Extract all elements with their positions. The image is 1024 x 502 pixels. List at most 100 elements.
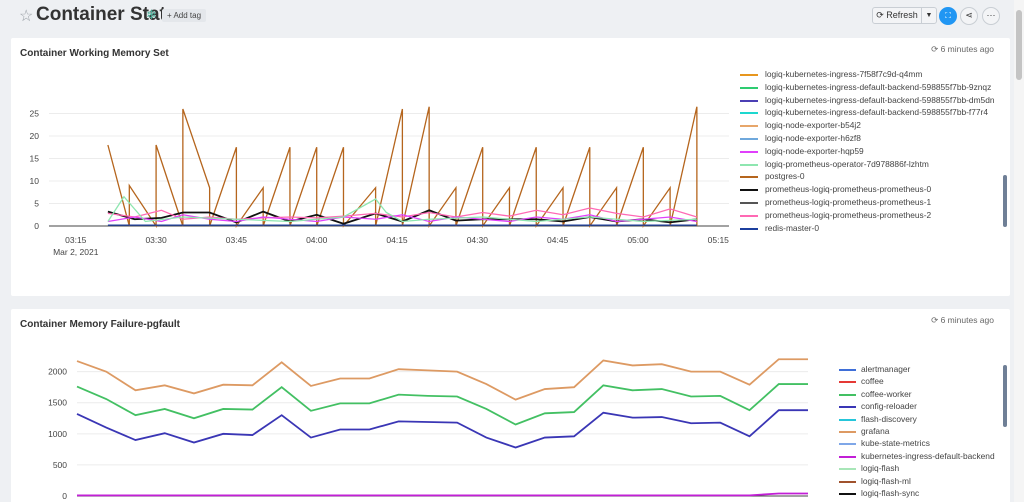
legend-swatch xyxy=(740,150,758,153)
legend-swatch xyxy=(740,86,758,89)
y-tick-label: 20 xyxy=(30,131,40,141)
legend-swatch xyxy=(740,74,758,76)
more-button[interactable]: ··· xyxy=(982,7,1000,25)
page-title: Container Stats xyxy=(36,4,177,25)
legend-swatch xyxy=(839,492,856,495)
legend-item[interactable]: logiq-flash-sync xyxy=(839,487,1005,499)
x-tick-label: 04:15 xyxy=(386,235,408,245)
legend-label: prometheus-logiq-prometheus-prometheus-0 xyxy=(765,184,932,195)
legend-label: prometheus-logiq-prometheus-prometheus-2 xyxy=(765,209,932,220)
widget-pgfault: Container Memory Failure-pgfault ⟳ 6 min… xyxy=(11,309,1010,502)
ellipsis-icon: ··· xyxy=(986,10,996,20)
updated-time: 6 minutes ago xyxy=(940,315,994,325)
series-line xyxy=(76,383,808,426)
page-scrollbar-thumb[interactable] xyxy=(1016,10,1022,80)
panel-updated[interactable]: ⟳ 6 minutes ago xyxy=(931,44,994,54)
fullscreen-button[interactable]: ⛶ xyxy=(939,7,957,25)
y-tick-label: 1000 xyxy=(48,429,67,439)
legend-swatch xyxy=(839,369,856,371)
y-tick-label: 10 xyxy=(30,176,40,186)
legend-label: logiq-kubernetes-ingress-default-backend… xyxy=(765,94,995,105)
legend-label: logiq-kubernetes-ingress-default-backend… xyxy=(765,81,992,92)
dashboard-header: ☆ Container Stats ❄ + Add tag ⟳ Refresh … xyxy=(0,0,1024,34)
legend-item[interactable]: logiq-node-exporter-b54j2 xyxy=(740,119,1005,132)
x-tick-label: 03:30 xyxy=(145,235,167,245)
legend-item[interactable]: logiq-node-exporter-h6zf8 xyxy=(740,132,1005,145)
legend-label: logiq-kubernetes-ingress-7f58f7c9d-q4mm xyxy=(765,69,923,79)
star-icon[interactable]: ☆ xyxy=(19,8,34,25)
x-tick-label: 04:00 xyxy=(306,235,328,245)
refresh-label: Refresh xyxy=(886,10,918,20)
legend-item[interactable]: config-reloader xyxy=(839,400,1005,412)
legend-item[interactable]: logiq-prometheus-operator-7d978886f-lzht… xyxy=(740,158,1005,171)
legend-label: alertmanager xyxy=(861,364,911,374)
x-tick-label: 04:30 xyxy=(467,235,489,245)
series-line xyxy=(76,409,808,449)
refresh-button[interactable]: ⟳ Refresh xyxy=(872,7,922,24)
series-line xyxy=(76,358,808,401)
legend-item[interactable]: logiq-kubernetes-ingress-default-backend… xyxy=(740,106,1005,119)
legend-item[interactable]: prometheus-logiq-prometheus-prometheus-1 xyxy=(740,196,1005,209)
series-line xyxy=(107,106,698,229)
legend-item[interactable]: logiq-kubernetes-ingress-7f58f7c9d-q4mm xyxy=(740,68,1005,81)
legend-label: postgres-0 xyxy=(765,171,805,182)
legend-item[interactable]: coffee xyxy=(839,375,1005,387)
legend-swatch xyxy=(839,381,856,384)
y-tick-label: 5 xyxy=(34,199,39,209)
legend-label: logiq-node-exporter-hqp59 xyxy=(765,145,864,156)
legend-label: logiq-node-exporter-h6zf8 xyxy=(765,132,861,143)
x-tick-label: 05:00 xyxy=(627,235,649,245)
legend-item[interactable]: redis-master-0 xyxy=(740,222,1005,235)
legend-item[interactable]: logiq-flash xyxy=(839,462,1005,474)
legend-item[interactable]: prometheus-logiq-prometheus-prometheus-0 xyxy=(740,183,1005,196)
legend-label: coffee xyxy=(861,376,884,387)
legend-label: config-reloader xyxy=(861,401,917,412)
legend-swatch xyxy=(740,137,758,140)
legend-label: logiq-node-exporter-b54j2 xyxy=(765,120,861,131)
legend-swatch xyxy=(839,393,856,396)
pgfault-legend: alertmanager coffee coffee-worker config-re… xyxy=(839,363,1005,502)
legend-item[interactable]: coffee-worker xyxy=(839,388,1005,400)
legend-swatch xyxy=(740,125,758,128)
legend-item[interactable]: alertmanager xyxy=(839,363,1005,375)
legend-item[interactable]: kubernetes-ingress-default-backend xyxy=(839,450,1005,462)
pgfault-chart[interactable]: 0 500 1000 1500 2000 xyxy=(11,309,839,502)
legend-item[interactable]: kube-state-metrics xyxy=(839,437,1005,449)
series-line xyxy=(77,492,808,497)
share-button[interactable]: ⋖ xyxy=(960,7,978,25)
panel-updated[interactable]: ⟳ 6 minutes ago xyxy=(931,315,994,325)
legend-scrollbar[interactable] xyxy=(1003,175,1007,227)
x-tick-label: 03:45 xyxy=(226,235,248,245)
y-tick-label: 2000 xyxy=(48,367,67,377)
legend-item[interactable]: logiq-node-exporter-hqp59 xyxy=(740,145,1005,158)
add-tag-button[interactable]: + Add tag xyxy=(162,9,207,22)
legend-item[interactable]: logiq-flash-ml xyxy=(839,475,1005,487)
legend-label: flash-discovery xyxy=(861,413,917,424)
x-tick-label: 03:15 xyxy=(65,235,87,245)
legend-label: logiq-flash-sync xyxy=(861,487,920,498)
legend-swatch xyxy=(839,480,856,483)
working-memory-chart[interactable]: 0 5 10 15 20 25 03:15 03:30 03:45 04:00 04:15 04:30… xyxy=(11,38,741,296)
legend-swatch xyxy=(740,189,758,192)
caret-down-icon: ▼ xyxy=(925,12,933,19)
y-tick-label: 500 xyxy=(53,460,67,470)
legend-swatch xyxy=(740,201,758,204)
refresh-dropdown-button[interactable]: ▼ xyxy=(921,7,937,24)
page-scrollbar[interactable] xyxy=(1014,0,1024,502)
legend-swatch xyxy=(740,227,758,230)
legend-swatch xyxy=(740,176,758,179)
legend-label: prometheus-logiq-prometheus-prometheus-1 xyxy=(765,196,932,207)
legend-label: grafana xyxy=(861,425,890,436)
legend-item[interactable]: grafana xyxy=(839,425,1005,437)
legend-item[interactable]: prometheus-logiq-prometheus-prometheus-2 xyxy=(740,209,1005,222)
y-tick-label: 1500 xyxy=(48,398,67,408)
x-tick-label: 04:45 xyxy=(547,235,569,245)
legend-swatch xyxy=(740,214,758,217)
legend-scrollbar[interactable] xyxy=(1003,365,1007,427)
legend-label: logiq-kubernetes-ingress-default-backend… xyxy=(765,107,989,118)
legend-item[interactable]: postgres-0 xyxy=(740,170,1005,183)
legend-item[interactable]: logiq-kubernetes-ingress-default-backend… xyxy=(740,94,1005,107)
legend-item[interactable]: flash-discovery xyxy=(839,413,1005,425)
legend-label: redis-master-0 xyxy=(765,222,819,233)
legend-item[interactable]: logiq-kubernetes-ingress-default-backend… xyxy=(740,81,1005,94)
